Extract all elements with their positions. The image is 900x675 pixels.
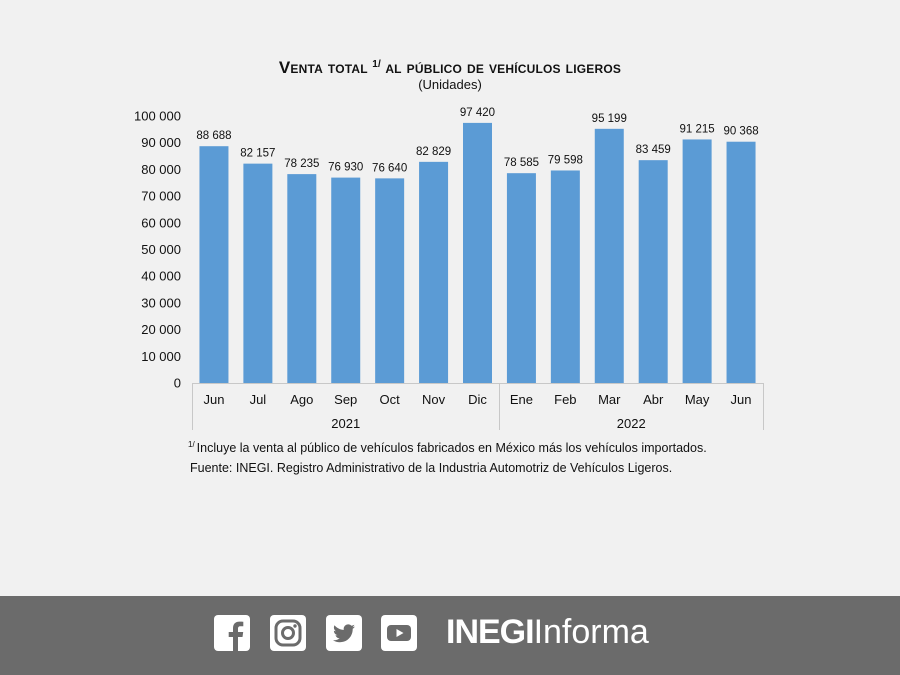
chart-subtitle: (Unidades): [418, 77, 482, 92]
y-tick-label: 20 000: [141, 322, 181, 337]
value-label: 88 688: [196, 130, 231, 142]
year-label: 2022: [617, 416, 646, 431]
value-label: 79 598: [548, 154, 583, 166]
category-label: Sep: [334, 392, 357, 407]
instagram-icon[interactable]: [270, 615, 306, 651]
bar: [331, 177, 361, 383]
category-label: Ene: [510, 392, 533, 407]
value-label: 82 157: [240, 148, 275, 160]
chart-card: Venta total 1/ al público de vehículos l…: [0, 58, 900, 475]
brand-name-bold: INEGI: [446, 613, 535, 651]
footer-bar: INEGIInforma: [0, 596, 900, 675]
value-label: 76 640: [372, 162, 407, 174]
chart-title-prefix: Venta total: [278, 58, 368, 77]
y-tick-label: 100 000: [134, 109, 181, 124]
value-label: 97 420: [460, 107, 495, 119]
y-tick-label: 0: [174, 376, 181, 391]
bar: [638, 160, 668, 383]
chart-title: Venta total 1/ al público de vehículos l…: [0, 58, 900, 78]
footnote-text: Incluye la venta al público de vehículos…: [196, 441, 707, 455]
bar: [243, 163, 273, 383]
footnote: 1/Incluye la venta al público de vehícul…: [188, 440, 707, 455]
value-label: 91 215: [680, 123, 715, 135]
value-label: 90 368: [723, 126, 758, 138]
category-label: Jun: [203, 392, 224, 407]
youtube-icon[interactable]: [381, 615, 417, 651]
value-label: 82 829: [416, 146, 451, 158]
bar: [419, 161, 449, 383]
bar: [550, 170, 580, 383]
bar-chart: 0 10 000 20 000 30 000 40 000 50 000 60 000 70 …: [134, 107, 764, 431]
y-tick-label: 40 000: [141, 269, 181, 284]
category-label: Oct: [380, 392, 401, 407]
y-tick-label: 30 000: [141, 295, 181, 310]
y-tick-label: 50 000: [141, 242, 181, 257]
category-label: Nov: [422, 392, 446, 407]
y-tick-label: 70 000: [141, 189, 181, 204]
value-label: 78 235: [284, 158, 319, 170]
chart-title-footnote-mark: 1/: [372, 59, 381, 70]
bar: [463, 122, 492, 383]
y-tick-label: 90 000: [141, 135, 181, 150]
category-label: Ago: [290, 392, 313, 407]
value-label: 78 585: [504, 157, 539, 169]
bar: [375, 178, 405, 383]
category-label: May: [685, 392, 710, 407]
category-label: Jul: [250, 392, 267, 407]
category-label: Abr: [643, 392, 664, 407]
brand-logo: INEGIInforma: [446, 610, 649, 654]
y-tick-label: 10 000: [141, 349, 181, 364]
value-label: 95 199: [592, 113, 627, 125]
bar: [287, 174, 317, 383]
bar: [199, 146, 229, 383]
brand-name-light: Informa: [533, 613, 649, 651]
year-label: 2021: [331, 416, 360, 431]
y-tick-label: 80 000: [141, 162, 181, 177]
y-tick-label: 60 000: [141, 215, 181, 230]
category-label: Mar: [598, 392, 621, 407]
category-label: Dic: [468, 392, 487, 407]
bar: [594, 128, 624, 383]
facebook-icon[interactable]: [214, 615, 250, 651]
bar: [506, 173, 536, 383]
category-label: Feb: [554, 392, 576, 407]
footnote-mark: 1/: [188, 440, 195, 449]
bar: [682, 139, 712, 383]
twitter-icon[interactable]: [326, 615, 362, 651]
value-label: 83 459: [636, 144, 671, 156]
value-label: 76 930: [328, 162, 363, 174]
source-note: Fuente: INEGI. Registro Administrativo d…: [190, 461, 673, 475]
chart-title-suffix: al público de vehículos ligeros: [385, 58, 622, 77]
bar: [726, 141, 756, 383]
category-label: Jun: [731, 392, 752, 407]
